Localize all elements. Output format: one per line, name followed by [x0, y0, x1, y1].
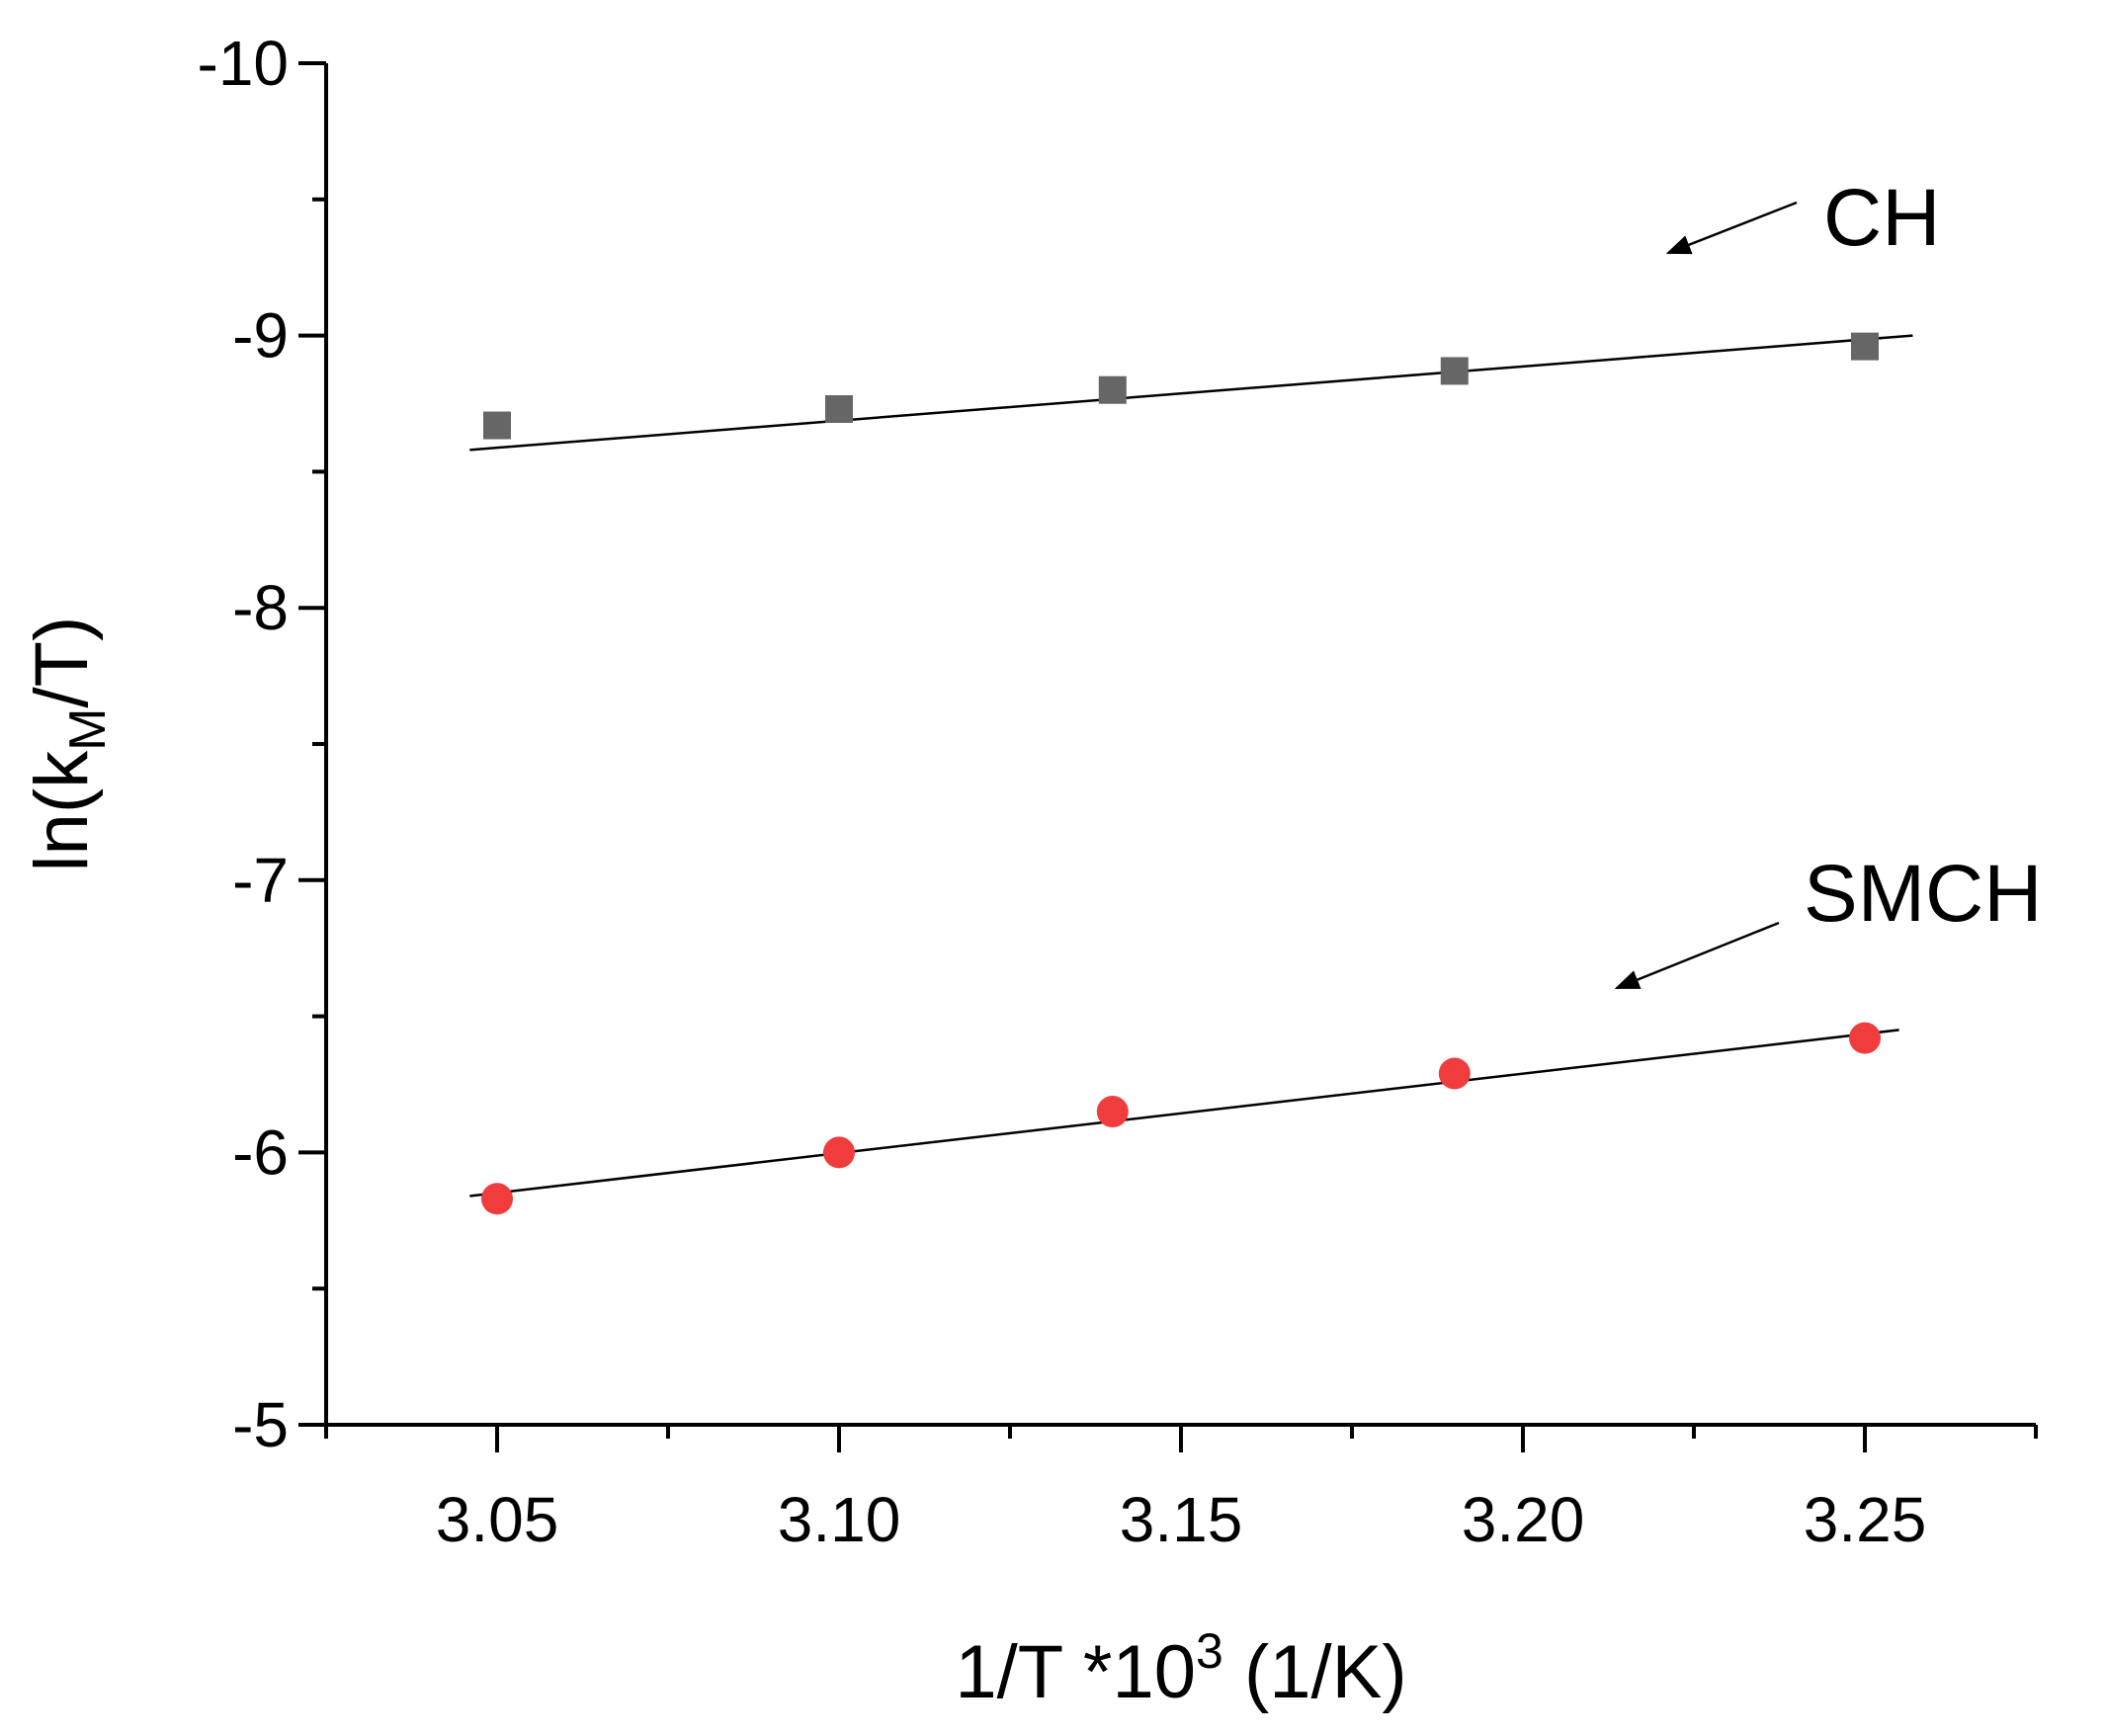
point-smch — [481, 1183, 513, 1215]
point-ch — [825, 395, 853, 424]
x-tick-label: 3.05 — [436, 1484, 559, 1555]
annotation-arrow-ch — [1665, 201, 1798, 255]
point-smch — [1096, 1096, 1129, 1128]
point-smch — [823, 1136, 855, 1169]
annotation-arrow-smch — [1614, 921, 1780, 990]
point-ch — [483, 411, 511, 440]
y-axis-title-post: /T) — [20, 617, 104, 708]
fit-line-ch — [469, 334, 1913, 452]
y-tick-label: -10 — [198, 28, 290, 99]
point-ch — [1851, 332, 1879, 361]
x-tick-label: 3.15 — [1120, 1484, 1243, 1555]
y-tick-label: -5 — [232, 1389, 289, 1460]
data-points — [481, 332, 1881, 1215]
annotations: CH SMCH — [1614, 173, 2042, 990]
y-tick-label: -8 — [232, 572, 289, 643]
annotation-ch: CH — [1823, 173, 1940, 263]
x-axis-title: 1/T *103 (1/K) — [955, 1623, 1406, 1714]
x-tick-label: 3.20 — [1462, 1484, 1585, 1555]
y-axis-title: ln(kM/T) — [20, 617, 117, 872]
y-axis-title-pre: ln(k — [20, 750, 104, 871]
axes: -10 -9 -8 -7 -6 -5 3.05 3.10 3.15 3.20 3.25 1/T *10… — [20, 28, 2038, 1714]
point-ch — [1440, 357, 1469, 385]
annotation-smch: SMCH — [1804, 849, 2042, 939]
x-axis-title-sup: 3 — [1196, 1623, 1223, 1679]
point-ch — [1098, 375, 1127, 404]
y-tick-label: -9 — [232, 300, 289, 372]
fit-line-smch — [469, 1029, 1899, 1198]
x-axis-title-main: 1/T *10 — [955, 1630, 1196, 1714]
y-tick-label: -7 — [232, 845, 289, 916]
x-tick-label: 3.25 — [1804, 1484, 1927, 1555]
y-tick-label: -6 — [232, 1116, 289, 1188]
point-smch — [1849, 1022, 1881, 1054]
fit-lines — [469, 334, 1913, 1198]
point-smch — [1438, 1057, 1471, 1090]
x-tick-label: 3.10 — [778, 1484, 901, 1555]
y-axis-title-sub: M — [59, 708, 117, 751]
x-axis-title-tail: (1/K) — [1223, 1630, 1407, 1714]
